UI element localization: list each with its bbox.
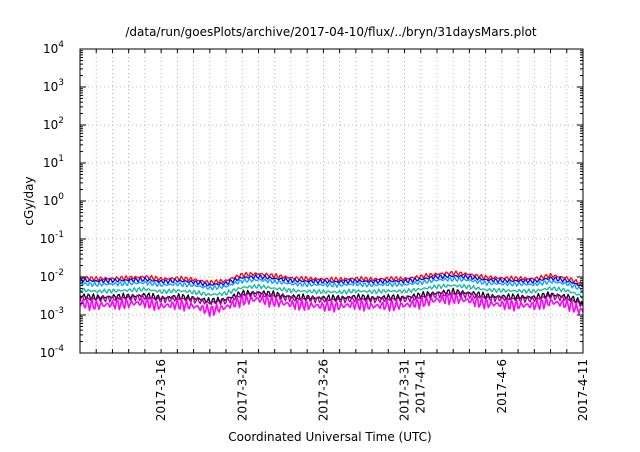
series-line xyxy=(79,273,584,288)
y-tick-label: 10-4 xyxy=(40,344,65,360)
y-axis-label: cGy/day xyxy=(22,176,36,225)
y-tick-exponent: 2 xyxy=(58,116,64,126)
y-tick-label: 102 xyxy=(43,116,64,132)
series-line xyxy=(79,291,584,318)
y-tick-label: 10-1 xyxy=(40,230,64,246)
ticks: 10-410-310-210-11001011021031042017-3-16… xyxy=(40,40,590,421)
y-tick-exponent: -4 xyxy=(55,344,64,354)
y-tick-exponent: 4 xyxy=(58,40,64,50)
chart-title: /data/run/goesPlots/archive/2017-04-10/f… xyxy=(125,25,537,39)
y-tick-exponent: 3 xyxy=(58,78,64,88)
grid xyxy=(80,49,583,353)
series-line xyxy=(79,283,584,299)
series-line xyxy=(79,270,584,286)
y-tick-exponent: -3 xyxy=(55,306,64,316)
x-tick-label: 2017-3-21 xyxy=(235,359,249,421)
x-tick-label: 2017-4-11 xyxy=(576,359,590,421)
y-tick-label: 101 xyxy=(43,154,64,170)
x-tick-label: 2017-4-6 xyxy=(495,359,509,413)
y-tick-label: 10-3 xyxy=(40,306,64,322)
x-tick-label: 2017-3-16 xyxy=(154,359,168,421)
x-tick-label: 2017-3-31 xyxy=(398,359,412,421)
y-tick-exponent: 0 xyxy=(58,192,64,202)
y-tick-label: 10-2 xyxy=(40,268,64,284)
series-line xyxy=(79,276,584,292)
y-tick-exponent: -1 xyxy=(55,230,64,240)
series-line xyxy=(79,290,584,308)
x-tick-label: 2017-3-26 xyxy=(316,359,330,421)
y-tick-label: 103 xyxy=(43,78,64,94)
series-group xyxy=(79,270,584,318)
y-tick-exponent: -2 xyxy=(55,268,64,278)
y-tick-exponent: 1 xyxy=(58,154,64,164)
y-tick-label: 104 xyxy=(43,40,64,56)
x-tick-label: 2017-4-1 xyxy=(414,359,428,413)
x-axis-label: Coordinated Universal Time (UTC) xyxy=(228,430,431,444)
y-tick-label: 100 xyxy=(43,192,64,208)
